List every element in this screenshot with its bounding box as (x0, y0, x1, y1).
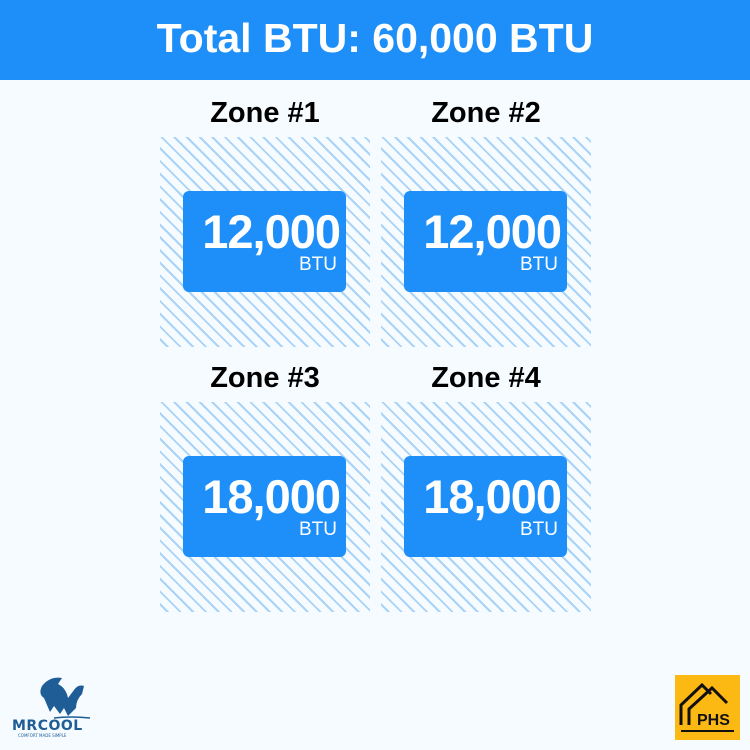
zone-3-label: Zone #3 (210, 362, 320, 394)
zone-4-box: 18,000 BTU (381, 402, 591, 612)
zone-2-box: 12,000 BTU (381, 137, 591, 347)
zone-1-box: 12,000 BTU (160, 137, 370, 347)
zone-3-card: 18,000 BTU (183, 456, 346, 557)
zone-2-label: Zone #2 (431, 97, 541, 129)
zone-3-box: 18,000 BTU (160, 402, 370, 612)
zone-4-label: Zone #4 (431, 362, 541, 394)
house-icon: PHS (679, 682, 734, 732)
zone-1-label: Zone #1 (210, 97, 320, 129)
zone-4-unit: BTU (520, 519, 558, 540)
svg-text:MRCOOL: MRCOOL (12, 718, 83, 734)
zone-1-value: 12,000 (202, 205, 341, 258)
zone-2-unit: BTU (520, 254, 558, 275)
zone-4-card: 18,000 BTU (404, 456, 567, 557)
zone-4-value: 18,000 (423, 470, 562, 523)
total-btu-header: Total BTU: 60,000 BTU (0, 0, 750, 80)
svg-text:PHS: PHS (697, 712, 730, 729)
zone-2-card: 12,000 BTU (404, 191, 567, 292)
zone-3-unit: BTU (299, 519, 337, 540)
polar-bear-icon: MRCOOL COMFORT MADE SIMPLE (12, 677, 91, 738)
zone-3-value: 18,000 (202, 470, 341, 523)
zone-2-value: 12,000 (423, 205, 562, 258)
svg-text:COMFORT MADE SIMPLE: COMFORT MADE SIMPLE (18, 733, 67, 738)
phs-logo: PHS (675, 675, 740, 740)
zone-1-card: 12,000 BTU (183, 191, 346, 292)
zone-1-unit: BTU (299, 254, 337, 275)
mrcool-logo: MRCOOL COMFORT MADE SIMPLE (10, 668, 115, 738)
